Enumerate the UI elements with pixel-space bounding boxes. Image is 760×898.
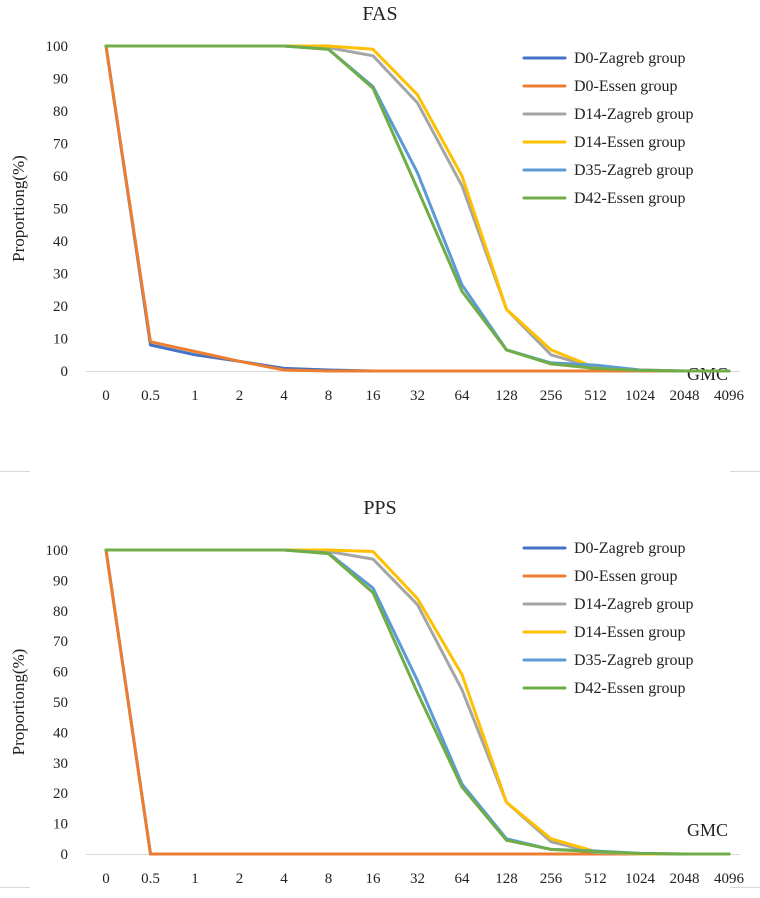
y-tick-label: 80: [53, 604, 68, 620]
y-tick-label: 30: [53, 756, 68, 772]
legend-label: D42-Essen group: [574, 680, 686, 697]
x-tick-label: 32: [410, 388, 425, 404]
x-tick-label: 256: [540, 871, 563, 887]
y-tick-label: 10: [53, 332, 68, 348]
y-tick-label: 40: [53, 234, 68, 250]
legend-label: D0-Essen group: [574, 78, 678, 95]
y-tick-label: 40: [53, 725, 68, 741]
legend-label: D14-Essen group: [574, 624, 686, 641]
x-tick-label: 16: [366, 871, 382, 887]
x-tick-label: 0: [102, 871, 110, 887]
x-tick-label: 4: [280, 871, 288, 887]
x-tick-label: 256: [540, 388, 563, 404]
x-tick-label: 128: [495, 871, 518, 887]
legend-label: D0-Zagreb group: [574, 50, 686, 67]
y-tick-label: 50: [53, 202, 68, 218]
x-tick-label: 1: [191, 871, 199, 887]
y-tick-label: 0: [61, 364, 69, 380]
x-tick-label: 4: [280, 388, 288, 404]
x-tick-label: 2048: [670, 871, 700, 887]
legend-label: D14-Zagreb group: [574, 596, 694, 613]
x-tick-label: 1024: [625, 388, 656, 404]
y-axis-label: Proportiong(%): [9, 649, 28, 756]
x-tick-label: 4096: [714, 388, 745, 404]
legend-label: D14-Zagreb group: [574, 106, 694, 123]
x-tick-label: 32: [410, 871, 425, 887]
x-tick-label: 2048: [670, 388, 700, 404]
legend-label: D14-Essen group: [574, 134, 686, 151]
x-tick-label: 64: [455, 388, 471, 404]
legend-label: D42-Essen group: [574, 190, 686, 207]
y-axis-label: Proportiong(%): [9, 155, 28, 262]
x-tick-label: 64: [455, 871, 471, 887]
legend-label: D0-Zagreb group: [574, 540, 686, 557]
chart-title: PPS: [363, 497, 396, 519]
y-tick-label: 60: [53, 665, 68, 681]
x-axis-label: GMC: [687, 820, 728, 840]
x-axis-label: GMC: [687, 364, 728, 384]
x-tick-label: 8: [325, 388, 333, 404]
y-tick-label: 80: [53, 104, 68, 120]
series-line-d42-essen-group: [104, 548, 731, 856]
x-tick-label: 4096: [714, 871, 745, 887]
y-tick-label: 0: [61, 847, 69, 863]
legend: D0-Zagreb group D0-Essen group D14-Zagreb …: [522, 50, 694, 207]
y-tick-label: 90: [53, 72, 68, 88]
y-tick-label: 70: [53, 137, 68, 153]
legend: D0-Zagreb group D0-Essen group D14-Zagreb …: [522, 540, 694, 697]
y-tick-label: 10: [53, 817, 68, 833]
y-tick-label: 20: [53, 299, 68, 315]
y-tick-label: 60: [53, 169, 68, 185]
x-tick-label: 2: [236, 388, 244, 404]
x-tick-label: 16: [366, 388, 382, 404]
y-tick-label: 100: [46, 39, 69, 55]
chart-title: FAS: [362, 3, 397, 25]
y-tick-label: 30: [53, 267, 68, 283]
x-tick-label: 1: [191, 388, 199, 404]
chart-panel-pps: PPS0102030405060708090100Proportiong(%)0…: [9, 497, 745, 887]
y-tick-label: 20: [53, 786, 68, 802]
y-tick-label: 70: [53, 634, 68, 650]
x-tick-label: 2: [236, 871, 244, 887]
y-tick-label: 50: [53, 695, 68, 711]
y-tick-label: 90: [53, 573, 68, 589]
x-tick-label: 512: [584, 871, 607, 887]
x-tick-label: 128: [495, 388, 518, 404]
x-tick-label: 1024: [625, 871, 656, 887]
x-tick-label: 512: [584, 388, 607, 404]
legend-label: D0-Essen group: [574, 568, 678, 585]
chart-panel-fas: FAS0102030405060708090100Proportiong(%)0…: [9, 3, 745, 404]
legend-label: D35-Zagreb group: [574, 652, 694, 669]
x-tick-label: 0.5: [141, 871, 160, 887]
x-tick-label: 8: [325, 871, 333, 887]
y-tick-label: 100: [46, 543, 69, 559]
legend-label: D35-Zagreb group: [574, 162, 694, 179]
series-line-d42-essen-group: [104, 44, 731, 373]
x-tick-label: 0.5: [141, 388, 160, 404]
x-tick-label: 0: [102, 388, 110, 404]
